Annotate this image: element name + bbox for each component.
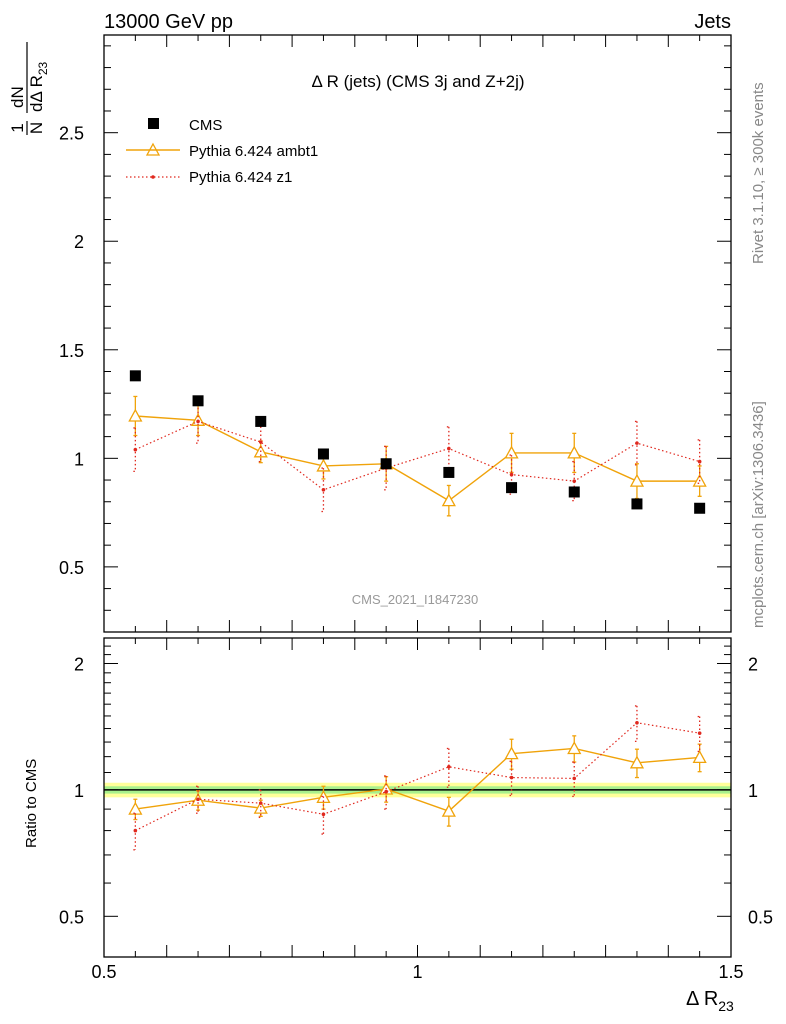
- header-energy-label: 13000 GeV pp: [104, 11, 233, 33]
- legend-z1-label: Pythia 6.424 z1: [189, 169, 292, 186]
- x-tick-label: 1.5: [718, 962, 743, 982]
- y-axis-label: 1 N dN dΔ R23: [8, 42, 50, 135]
- cms-data-point: [694, 502, 706, 514]
- ratio-point: [447, 765, 451, 769]
- data-point: [441, 493, 456, 507]
- axes-frame: 0.5 1 1.5 0.5 1 1.5 2 2.5 0.5 0.5 1 1 2 2: [59, 34, 773, 982]
- ratio-y-tick-label-right: 0.5: [748, 907, 773, 927]
- y-axis-label-ddr-main: dΔ R: [27, 75, 46, 112]
- header-process-label: Jets: [694, 11, 731, 33]
- ratio-point: [253, 800, 268, 814]
- data-point: [196, 419, 200, 424]
- data-point: [697, 459, 702, 464]
- cms-data-point: [631, 498, 643, 510]
- ratio-y-tick-label: 1: [74, 781, 84, 801]
- text-layer: 13000 GeV pp Jets Δ R (jets) (CMS 3j and…: [8, 11, 767, 1014]
- y-axis-label-ddr-sub: 23: [36, 61, 50, 75]
- y-axis-label-ddr: dΔ R23: [27, 61, 50, 112]
- data-point: [635, 441, 639, 445]
- y-tick-label: 1.5: [59, 341, 84, 361]
- side-mcplots-label: mcplots.cern.ch [arXiv:1306.3436]: [750, 401, 767, 628]
- ratio-point: [258, 801, 263, 805]
- ratio-line-1: [135, 747, 700, 812]
- ratio-point: [504, 746, 519, 760]
- cms-data-point: [129, 370, 141, 382]
- legend-cms-label: CMS: [189, 117, 222, 134]
- ratio-point: [441, 803, 456, 817]
- y-tick-label: 1: [74, 449, 84, 469]
- ratio-point: [567, 741, 582, 755]
- ratio-point: [629, 755, 645, 769]
- data-point: [316, 458, 331, 472]
- y-tick-label: 2.5: [59, 124, 84, 144]
- series-line-2: [135, 420, 700, 491]
- analysis-id-label: CMS_2021_I1847230: [352, 592, 479, 607]
- cms-data-point: [192, 395, 204, 407]
- ratio-y-axis-label: Ratio to CMS: [23, 759, 40, 848]
- ratio-point: [697, 731, 702, 735]
- x-axis-label-main: Δ R: [686, 988, 718, 1010]
- legend-cms-marker: [148, 118, 159, 129]
- ratio-point: [692, 750, 707, 764]
- data-point: [447, 446, 451, 451]
- y-axis-label-n: N: [27, 122, 46, 134]
- y-tick-label: 2: [74, 232, 84, 252]
- ratio-point: [321, 812, 326, 817]
- x-axis-label: Δ R23: [686, 988, 734, 1014]
- side-rivet-label: Rivet 3.1.10, ≥ 300k events: [750, 82, 767, 264]
- ratio-y-tick-label-right: 2: [748, 654, 758, 674]
- data-point: [258, 440, 263, 444]
- data-point: [572, 479, 577, 483]
- legend-ambt1-marker: [145, 142, 161, 156]
- ratio-y-tick-label: 2: [74, 654, 84, 674]
- data-point: [629, 473, 645, 487]
- ratio-point: [196, 797, 200, 802]
- legend-z1-marker: [151, 175, 155, 179]
- ratio-point: [133, 828, 138, 833]
- data-point: [133, 447, 138, 452]
- x-tick-label: 0.5: [91, 962, 116, 982]
- y-tick-label: 0.5: [59, 558, 84, 578]
- cms-data-point: [380, 458, 392, 470]
- cms-data-point: [568, 486, 580, 498]
- data-point: [567, 445, 582, 459]
- series-layer: [128, 370, 707, 851]
- ratio-line-2: [135, 722, 700, 832]
- y-axis-label-dn: dN: [8, 86, 27, 108]
- ratio-y-tick-label: 0.5: [59, 907, 84, 927]
- cms-data-point: [443, 466, 455, 478]
- legend-ambt1-label: Pythia 6.424 ambt1: [189, 143, 318, 160]
- data-point: [321, 488, 326, 492]
- legend: CMS Pythia 6.424 ambt1 Pythia 6.424 z1: [126, 117, 318, 186]
- data-point: [504, 445, 519, 459]
- cms-data-point: [255, 415, 267, 427]
- ratio-point: [509, 775, 514, 780]
- cms-data-point: [506, 482, 518, 494]
- ratio-point: [635, 720, 639, 725]
- data-point: [509, 472, 514, 477]
- ratio-point: [572, 776, 577, 781]
- data-point: [128, 408, 143, 422]
- y-axis-label-one: 1: [8, 123, 27, 132]
- x-tick-label: 1: [412, 962, 422, 982]
- ratio-point: [384, 789, 388, 794]
- series-line-1: [135, 415, 700, 502]
- chart-title: Δ R (jets) (CMS 3j and Z+2j): [311, 72, 524, 91]
- x-axis-label-sub: 23: [718, 998, 734, 1014]
- ratio-y-tick-label-right: 1: [748, 781, 758, 801]
- cms-data-point: [317, 448, 329, 460]
